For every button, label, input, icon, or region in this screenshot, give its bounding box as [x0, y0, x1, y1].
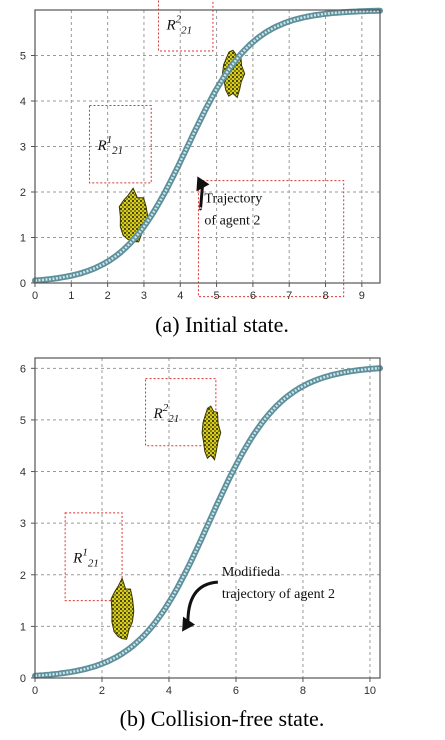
caption-a: (a) Initial state. — [155, 312, 289, 337]
x-tick-label: 0 — [32, 685, 38, 697]
y-tick-label: 5 — [20, 51, 26, 63]
regions-b: R121 R221 — [64, 378, 217, 602]
annotation-text: Trajectory — [204, 192, 262, 207]
x-tick-label: 2 — [99, 685, 105, 697]
y-tick-label: 1 — [20, 233, 26, 245]
x-tick-label: 7 — [286, 290, 292, 302]
grid-b — [35, 358, 380, 678]
y-tick-label: 2 — [20, 187, 26, 199]
x-tick-label: 4 — [166, 685, 172, 697]
trajectory-line — [34, 366, 381, 678]
annotation-text: Modifieda — [222, 565, 281, 580]
y-tick-label: 5 — [20, 415, 26, 427]
y-tick-label: 6 — [20, 363, 26, 375]
obstacle-2 — [201, 405, 222, 461]
trajectory-b — [32, 365, 383, 679]
x-tick-label: 6 — [250, 290, 256, 302]
obstacle-1 — [110, 576, 135, 640]
obstacles-b — [110, 405, 222, 640]
arrow-head-icon — [182, 616, 196, 632]
y-tick-label: 0 — [20, 673, 26, 685]
x-tick-label: 9 — [359, 290, 365, 302]
x-tick-label: 10 — [364, 685, 376, 697]
x-tick-label: 0 — [32, 290, 38, 302]
x-tick-label: 6 — [233, 685, 239, 697]
x-tick-label: 4 — [177, 290, 183, 302]
annotation-arrow — [198, 186, 204, 211]
region-label-R1: R121 — [72, 547, 99, 570]
y-tick-label: 2 — [20, 570, 26, 582]
annotation-text: of agent 2 — [204, 214, 260, 229]
x-tick-label: 5 — [214, 290, 220, 302]
y-ticks-a: 0 1 2 3 4 5 — [20, 51, 35, 290]
x-tick-label: 3 — [141, 290, 147, 302]
regions-a: R121 R221 — [88, 0, 214, 184]
region-label-R2: R221 — [165, 14, 192, 37]
x-tick-label: 8 — [300, 685, 306, 697]
region-R1 — [64, 512, 123, 602]
y-tick-label: 1 — [20, 621, 26, 633]
y-tick-label: 4 — [20, 96, 26, 108]
region-R2 — [157, 0, 214, 52]
annotation-box — [197, 180, 345, 298]
trajectory-a — [32, 7, 383, 284]
y-tick-label: 3 — [20, 518, 26, 530]
y-tick-label: 4 — [20, 467, 26, 479]
arrow-head-icon — [196, 176, 210, 192]
x-ticks-a: 0 1 2 3 4 5 6 7 8 9 — [32, 283, 365, 302]
plot-area-b — [35, 358, 380, 678]
region-label-R1: R121 — [96, 134, 123, 157]
plot-area-a — [35, 10, 380, 283]
y-tick-label: 3 — [20, 142, 26, 154]
annotation-text: trajectory of agent 2 — [222, 587, 335, 602]
region-label-R2: R221 — [153, 402, 180, 425]
annotation-arrow — [186, 580, 219, 627]
panel-a: R121 R221 Trajectory of agent 2 0 1 2 3 4 5 6 7 8 9… — [20, 0, 383, 337]
annotation-a: Trajectory of agent 2 — [196, 176, 345, 298]
caption-b: (b) Collision-free state. — [120, 706, 325, 731]
region-R1 — [88, 105, 152, 184]
x-tick-label: 8 — [322, 290, 328, 302]
x-ticks-b: 0 2 4 6 8 10 — [32, 678, 376, 697]
annotation-b: Modifieda trajectory of agent 2 — [182, 565, 335, 632]
region-R2 — [145, 378, 217, 447]
plot-frame-b — [34, 357, 381, 679]
x-tick-label: 2 — [105, 290, 111, 302]
y-tick-label: 0 — [20, 278, 26, 290]
x-tick-label: 1 — [68, 290, 74, 302]
y-ticks-b: 0 1 2 3 4 5 6 — [20, 363, 35, 685]
trajectory-line — [34, 9, 381, 282]
